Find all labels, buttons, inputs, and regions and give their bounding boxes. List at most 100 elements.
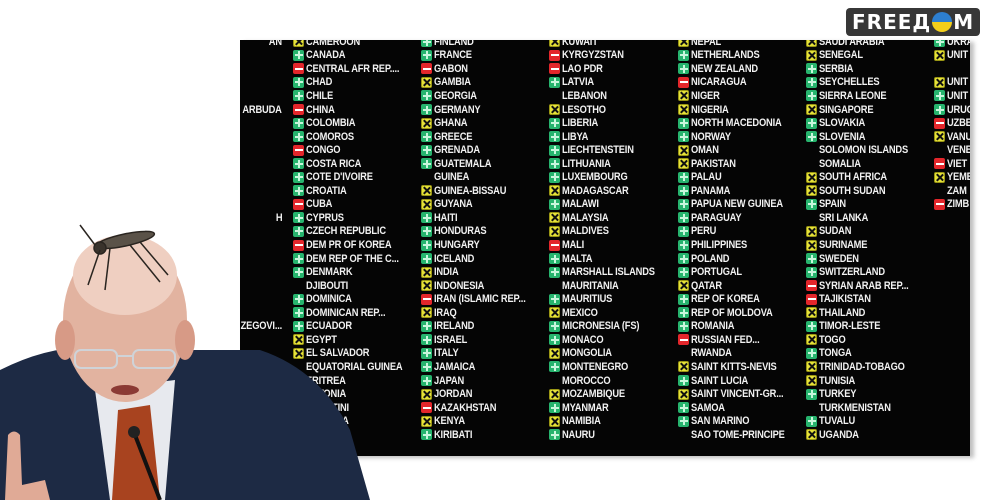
vote-none-icon xyxy=(934,145,945,156)
country-row: VENE xyxy=(934,143,970,157)
country-name: NORWAY xyxy=(691,130,731,143)
country-row: NORTH MACEDONIA xyxy=(678,116,794,130)
country-name: ISRAEL xyxy=(434,333,468,346)
country-row: TURKMENISTAN xyxy=(806,401,901,415)
country-row xyxy=(240,157,282,171)
country-row: EL SALVADOR xyxy=(293,347,378,361)
vote-abstain-icon xyxy=(678,361,689,373)
country-row xyxy=(240,76,282,90)
country-name: PALAU xyxy=(691,171,722,184)
country-row: MOROCCO xyxy=(549,374,617,388)
vote-abstain-icon xyxy=(678,104,689,116)
vote-yes-icon xyxy=(293,212,304,224)
vote-abstain-icon xyxy=(806,104,817,116)
country-name: KYRGYZSTAN xyxy=(562,49,624,62)
country-row: QATAR xyxy=(678,279,726,293)
vote-abstain-icon xyxy=(549,225,560,237)
country-row: SURINAME xyxy=(806,238,874,252)
vote-abstain-icon xyxy=(806,225,817,237)
vote-no-icon xyxy=(549,239,560,251)
country-row: SERBIA xyxy=(806,62,858,76)
vote-abstain-icon xyxy=(421,266,432,278)
country-row: SWEDEN xyxy=(806,252,864,266)
country-name: MALAWI xyxy=(562,198,599,211)
country-name: PERU xyxy=(691,225,717,238)
country-name: COTE D'IVOIRE xyxy=(306,171,373,184)
country-row: SYRIAN ARAB REP... xyxy=(806,279,921,293)
country-row: HAITI xyxy=(421,211,461,225)
vote-no-icon xyxy=(678,76,689,88)
country-name: SWITZERLAND xyxy=(819,266,885,279)
country-name: AN xyxy=(268,40,282,48)
vote-yes-icon xyxy=(678,131,689,143)
country-name: SAUDI ARABIA xyxy=(819,40,885,48)
country-name: GEORGIA xyxy=(434,89,477,102)
country-row: GREECE xyxy=(421,130,478,144)
vote-yes-icon xyxy=(549,131,560,143)
country-name: TUVALU xyxy=(819,415,856,428)
country-name: COMOROS xyxy=(306,130,354,143)
country-row: JORDAN xyxy=(421,387,478,401)
country-row: CHINA xyxy=(293,103,339,117)
vote-none-icon xyxy=(421,172,432,183)
country-name: TAJIKISTAN xyxy=(819,293,871,306)
country-name: SINGAPORE xyxy=(819,103,874,116)
vote-none-icon xyxy=(549,280,560,291)
vote-yes-icon xyxy=(293,131,304,143)
country-name: QATAR xyxy=(691,279,722,292)
vote-abstain-icon xyxy=(934,171,945,183)
vote-yes-icon xyxy=(678,320,689,332)
country-row: DOMINICA xyxy=(293,292,358,306)
vote-abstain-icon xyxy=(549,307,560,319)
vote-yes-icon xyxy=(678,171,689,183)
country-row: SLOVENIA xyxy=(806,130,872,144)
country-row: ZAM xyxy=(934,184,969,198)
country-row: EGYPT xyxy=(293,333,341,347)
country-name: TONGA xyxy=(819,347,852,360)
country-name: SEYCHELLES xyxy=(819,76,880,89)
country-name: LATVIA xyxy=(562,76,594,89)
suit xyxy=(0,347,370,500)
vote-abstain-icon xyxy=(806,40,817,48)
vote-none-icon xyxy=(934,185,945,196)
vote-no-icon xyxy=(934,117,945,129)
vote-none-icon xyxy=(806,402,817,413)
country-row: LATVIA xyxy=(549,76,598,90)
country-row: MEXICO xyxy=(549,306,603,320)
country-row: LITHUANIA xyxy=(549,157,617,171)
vote-abstain-icon xyxy=(421,117,432,129)
country-row: SINGAPORE xyxy=(806,103,881,117)
country-name: PANAMA xyxy=(691,184,731,197)
vote-yes-icon xyxy=(678,239,689,251)
vote-yes-icon xyxy=(421,49,432,61)
country-name: FINLAND xyxy=(434,40,474,48)
country-name: DEM REP OF THE C... xyxy=(306,252,399,265)
vote-yes-icon xyxy=(806,415,817,427)
vote-yes-icon xyxy=(293,253,304,265)
vote-abstain-icon xyxy=(549,212,560,224)
country-row: ICELAND xyxy=(421,252,480,266)
vote-yes-icon xyxy=(293,49,304,61)
country-name: UNIT xyxy=(947,89,969,102)
country-row: PAKISTAN xyxy=(678,157,742,171)
vote-yes-icon xyxy=(293,76,304,88)
country-row: FINLAND xyxy=(421,40,479,49)
country-name: LAO PDR xyxy=(562,62,603,75)
country-row: GEORGIA xyxy=(421,89,483,103)
country-name: CANADA xyxy=(306,49,346,62)
country-row: ARBUDA xyxy=(240,103,283,117)
country-row: SAUDI ARABIA xyxy=(806,40,893,49)
vote-abstain-icon xyxy=(293,40,304,48)
country-row xyxy=(240,184,282,198)
vote-none-icon xyxy=(678,348,689,359)
country-name: FRANCE xyxy=(434,49,472,62)
country-name: NAURU xyxy=(562,428,595,441)
country-row: IRAQ xyxy=(421,306,460,320)
vote-abstain-icon xyxy=(806,171,817,183)
country-name: ZAM xyxy=(947,184,967,197)
country-name: LESOTHO xyxy=(562,103,606,116)
country-row: KYRGYZSTAN xyxy=(549,49,632,63)
country-name: GREECE xyxy=(434,130,473,143)
country-name: UZBE xyxy=(947,117,970,130)
country-name: SAINT VINCENT-GR... xyxy=(691,388,784,401)
